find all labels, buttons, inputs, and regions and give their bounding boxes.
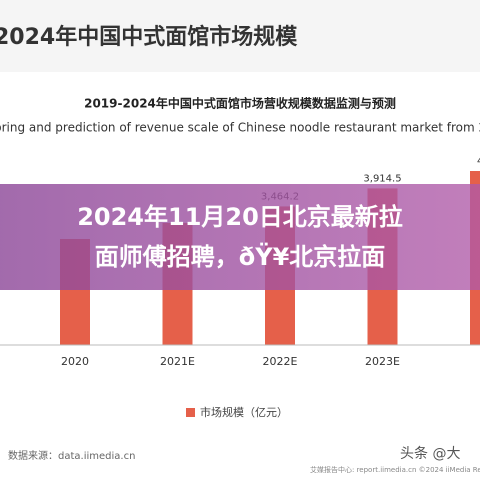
value-label: 3,914.5	[363, 173, 401, 184]
x-tick-label: 2020	[61, 355, 89, 368]
source: 数据来源：data.iimedia.cn	[8, 449, 135, 462]
value-label: 4,3	[477, 156, 480, 167]
overlay-line: 面师傅招聘，ðŸ¥北京拉面	[95, 242, 386, 271]
x-tick-label: 2023E	[365, 355, 400, 368]
legend-label: 市场规模（亿元）	[200, 405, 288, 419]
title-overlay	[0, 184, 480, 290]
watermark: 头条 @大	[400, 445, 460, 462]
footer: 艾媒报告中心: report.iimedia.cn ©2024 iiMedia …	[310, 465, 480, 474]
x-tick-label: 2022E	[263, 355, 298, 368]
legend-swatch	[186, 408, 195, 417]
chart-title: 2019-2024年中国中式面馆市场营收规模数据监测与预测	[84, 96, 396, 111]
chart-subtitle: nitoring and prediction of revenue scale…	[0, 121, 480, 135]
overlay-line: 2024年11月20日北京最新拉	[77, 203, 403, 231]
page-title: 2024年中国中式面馆市场规模	[0, 24, 298, 50]
x-tick-label: 2021E	[160, 355, 195, 368]
